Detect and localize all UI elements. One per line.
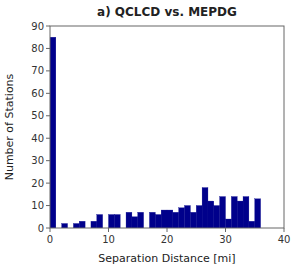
bar bbox=[149, 212, 155, 228]
bar bbox=[126, 212, 132, 228]
y-tick-label: 60 bbox=[31, 88, 44, 99]
x-tick bbox=[167, 228, 168, 232]
y-tick-label: 90 bbox=[31, 21, 44, 32]
bar bbox=[243, 197, 249, 228]
x-tick bbox=[225, 228, 226, 232]
y-tick bbox=[46, 160, 50, 161]
y-tick-label: 50 bbox=[31, 110, 44, 121]
y-tick bbox=[46, 48, 50, 49]
bar bbox=[97, 215, 103, 228]
y-tick-label: 80 bbox=[31, 43, 44, 54]
chart-container: a) QCLCD vs. MEPDG 0 10 20 30 40 50 60 70 80 90 0 10… bbox=[0, 0, 296, 270]
y-tick-label: 20 bbox=[31, 178, 44, 189]
y-tick bbox=[46, 70, 50, 71]
x-tick-label: 0 bbox=[47, 234, 53, 245]
x-tick-label: 20 bbox=[161, 234, 174, 245]
bar bbox=[220, 197, 226, 228]
y-tick-label: 40 bbox=[31, 133, 44, 144]
bar bbox=[255, 199, 261, 228]
x-tick-label: 10 bbox=[102, 234, 115, 245]
y-tick bbox=[46, 26, 50, 27]
x-tick bbox=[50, 228, 51, 232]
y-tick-label: 70 bbox=[31, 65, 44, 76]
y-tick-label: 0 bbox=[38, 223, 44, 234]
title: a) QCLCD vs. MEPDG bbox=[97, 5, 237, 19]
x-axis-label: Separation Distance [mi] bbox=[98, 252, 235, 265]
bar bbox=[202, 188, 208, 228]
y-tick bbox=[46, 115, 50, 116]
y-axis-label: Number of Stations bbox=[3, 73, 16, 180]
y-tick-label: 10 bbox=[31, 200, 44, 211]
y-tick bbox=[46, 228, 50, 229]
x-tick-label: 30 bbox=[219, 234, 232, 245]
bar bbox=[173, 212, 179, 228]
bar bbox=[231, 197, 237, 228]
y-tick bbox=[46, 138, 50, 139]
bar bbox=[185, 206, 191, 228]
y-tick bbox=[46, 205, 50, 206]
bars bbox=[50, 37, 261, 228]
bar bbox=[114, 215, 120, 228]
x-tick-label: 40 bbox=[278, 234, 291, 245]
bar bbox=[62, 224, 68, 228]
bar bbox=[155, 215, 161, 228]
bar bbox=[167, 210, 173, 228]
bar bbox=[138, 212, 144, 228]
bar bbox=[161, 210, 167, 228]
y-tick bbox=[46, 183, 50, 184]
bar bbox=[237, 201, 243, 228]
y-tick bbox=[46, 93, 50, 94]
bar bbox=[73, 224, 79, 228]
bar bbox=[132, 217, 138, 228]
bar bbox=[50, 37, 56, 228]
y-tick-label: 30 bbox=[31, 155, 44, 166]
bar bbox=[79, 221, 85, 228]
bar bbox=[226, 219, 232, 228]
x-tick bbox=[284, 228, 285, 232]
bar bbox=[249, 221, 255, 228]
bar bbox=[190, 212, 196, 228]
bar bbox=[91, 221, 97, 228]
bar bbox=[214, 206, 220, 228]
bar bbox=[179, 208, 185, 228]
bar bbox=[208, 201, 214, 228]
plot-frame bbox=[50, 26, 284, 228]
bar bbox=[196, 206, 202, 228]
chart: a) QCLCD vs. MEPDG 0 10 20 30 40 50 60 70 80 90 0 10… bbox=[0, 0, 296, 270]
bar bbox=[109, 215, 115, 228]
x-tick bbox=[108, 228, 109, 232]
